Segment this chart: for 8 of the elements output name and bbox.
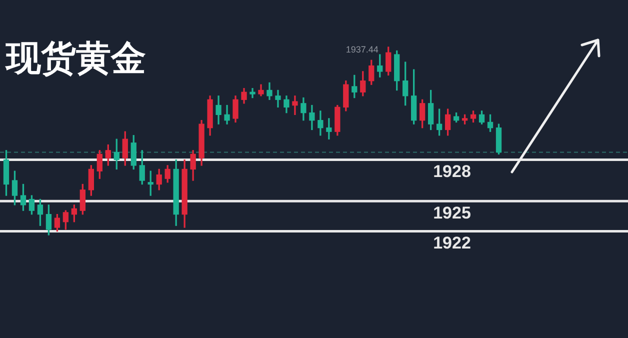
candlestick (250, 88, 256, 98)
annotation: 1922 (433, 233, 471, 252)
annotation: 1937.44 (346, 44, 378, 54)
chart-title: 现货黄金 (6, 39, 146, 79)
candlestick (326, 118, 332, 140)
candlestick (292, 96, 298, 116)
annotation: 1925 (433, 203, 471, 222)
annotation: 1928 (433, 162, 471, 181)
